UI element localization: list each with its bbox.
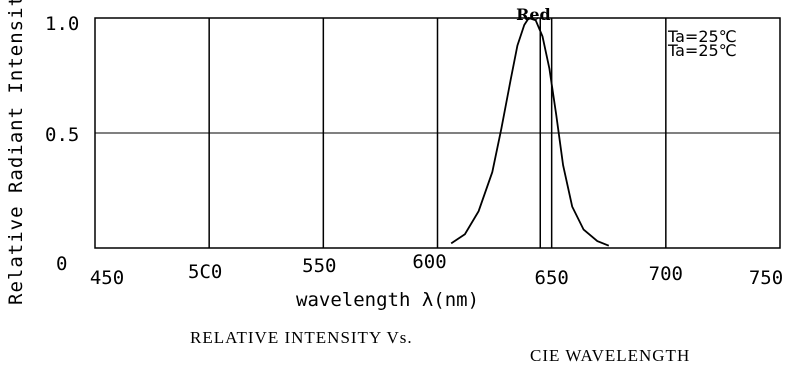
grid-lines — [95, 18, 780, 248]
temperature-note-duplicate: Ta=25℃ — [667, 41, 737, 60]
x-tick-label-650: 650 — [535, 267, 569, 289]
x-tick-label-500: 5C0 — [188, 261, 222, 283]
x-tick-label-700: 700 — [649, 263, 683, 285]
x-tick-labels: 450 5C0 550 600 650 700 750 — [90, 251, 783, 289]
x-axis-label: wavelength λ(nm) — [296, 289, 479, 311]
caption-line-1: RELATIVE INTENSITY Vs. — [190, 328, 413, 347]
y-axis-label: Relative Radiant Intensity — [5, 0, 27, 305]
x-tick-label-600: 600 — [412, 251, 446, 273]
x-tick-label-450: 450 — [90, 267, 124, 289]
y-tick-label-1: 0.5 — [45, 124, 79, 146]
plot-frame — [94, 17, 781, 249]
x-tick-label-550: 550 — [302, 255, 336, 277]
temperature-note: Ta=25℃ — [667, 27, 737, 46]
x-tick-label-750: 750 — [749, 267, 783, 289]
y-tick-label-0: 0 — [56, 253, 67, 275]
series-line-red — [450, 16, 610, 247]
y-tick-labels: 0 0.5 1.0 — [45, 13, 79, 275]
series-label-red: Red — [516, 5, 551, 24]
caption-line-2: CIE WAVELENGTH — [530, 346, 691, 365]
y-tick-label-2: 1.0 — [45, 13, 79, 35]
